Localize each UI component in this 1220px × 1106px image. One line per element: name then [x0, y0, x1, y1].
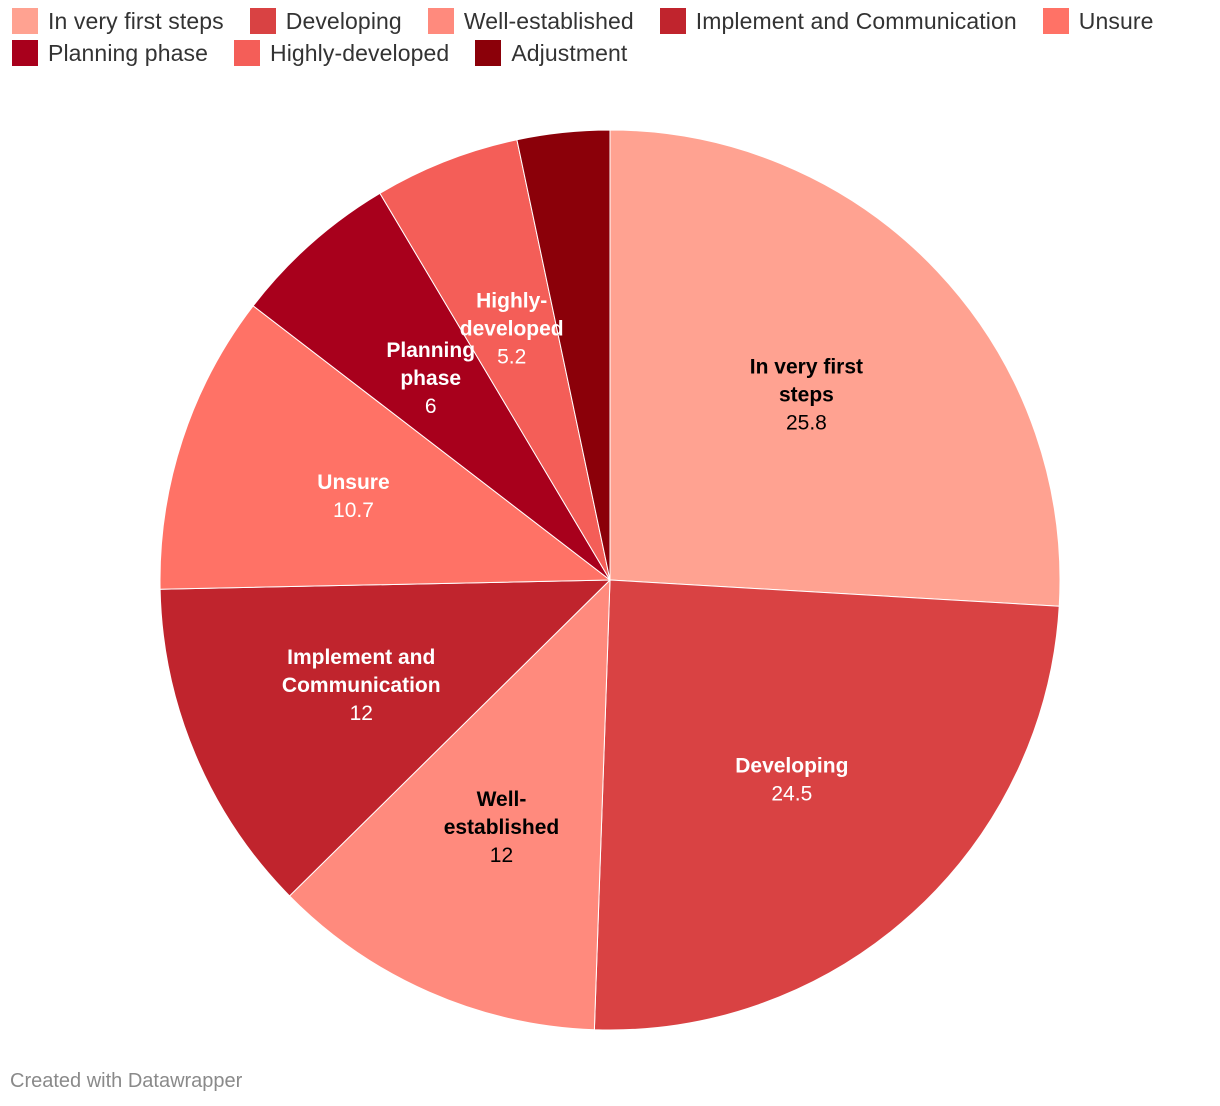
- slice-label: Implement and: [287, 646, 435, 669]
- pie-slice: [159, 305, 612, 590]
- legend-swatch: [427, 8, 454, 34]
- legend-label: Well-established: [463, 7, 634, 34]
- legend-item: Implement and Communication: [659, 7, 1017, 34]
- slice-value-label: 10.7: [333, 499, 374, 522]
- legend-swatch: [659, 8, 686, 34]
- legend-swatch: [12, 40, 38, 66]
- pie-slice: [609, 129, 1061, 607]
- legend-item: Unsure: [1042, 7, 1154, 34]
- pie-slice: [159, 579, 612, 897]
- slice-label: steps: [779, 384, 834, 407]
- slice-label: Highly-: [476, 290, 547, 313]
- legend-swatch: [233, 40, 260, 66]
- legend-item: Adjustment: [475, 40, 627, 66]
- legend-item: Planning phase: [12, 40, 208, 66]
- pie-slice: [593, 579, 1060, 1031]
- legend-item: Well-established: [427, 7, 634, 34]
- slice-value-label: 5.2: [497, 346, 526, 369]
- legend-item: Highly-developed: [233, 39, 450, 66]
- legend-label: In very first steps: [48, 7, 224, 34]
- chart-legend: In very first steps Developing Well-establ…: [12, 8, 1212, 66]
- slice-value-label: 25.8: [786, 412, 827, 435]
- legend-swatch: [1042, 8, 1069, 34]
- slice-label: phase: [400, 367, 461, 390]
- slice-value-label: 6: [425, 395, 437, 418]
- legend-swatch: [12, 8, 38, 34]
- slice-value-label: 24.5: [771, 783, 812, 806]
- slice-label: Unsure: [317, 471, 389, 494]
- legend-label: Unsure: [1078, 7, 1154, 34]
- legend-label: Adjustment: [511, 39, 628, 66]
- slice-label: developed: [460, 318, 564, 341]
- pie-slice: [252, 192, 611, 581]
- slice-label: In very first: [750, 356, 863, 379]
- slice-label: Well-: [477, 788, 527, 811]
- legend-label: Implement and Communication: [695, 7, 1017, 34]
- slice-value-label: 12: [350, 702, 373, 725]
- legend-label: Highly-developed: [269, 39, 450, 66]
- pie-slice: [288, 578, 611, 1031]
- legend-swatch: [475, 40, 502, 66]
- legend-item: In very first steps: [12, 8, 224, 34]
- legend-swatch: [249, 8, 276, 34]
- pie-slice: [379, 139, 611, 581]
- slice-value-label: 12: [490, 844, 513, 867]
- legend-label: Developing: [285, 7, 402, 34]
- pie-slice: [516, 129, 611, 581]
- legend-label: Planning phase: [48, 39, 208, 66]
- legend-item: Developing: [249, 7, 402, 34]
- slice-label: established: [444, 816, 560, 839]
- credit-text: Created with Datawrapper: [10, 1070, 243, 1092]
- slice-label: Developing: [735, 755, 848, 778]
- slice-label: Planning: [386, 339, 475, 362]
- slice-label: Communication: [282, 674, 441, 697]
